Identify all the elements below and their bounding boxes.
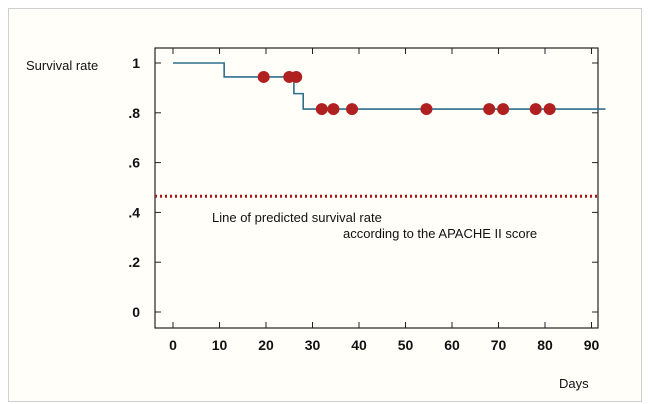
censored-marker [529,103,542,116]
x-tick-label: 20 [258,337,274,353]
x-tick-label: 80 [537,337,553,353]
censored-marker [483,103,496,116]
plot-area-border [154,47,599,329]
x-tick-label: 50 [398,337,414,353]
figure-frame [8,8,642,402]
reference-line-label-1: Line of predicted survival rate [212,210,382,225]
censored-marker [420,103,433,116]
censored-marker [327,103,340,116]
reference-line-label-2: according to the APACHE II score [343,226,537,241]
x-tick-label: 90 [584,337,600,353]
x-tick-label: 60 [444,337,460,353]
y-axis-label: Survival rate [26,58,98,73]
y-tick-label: .8 [128,105,140,121]
censored-marker [290,70,303,83]
x-tick-label: 30 [305,337,321,353]
y-tick-label: 0 [132,304,140,320]
censored-marker [497,103,510,116]
x-tick-label: 0 [169,337,177,353]
x-axis-label: Days [559,376,589,391]
censored-marker [346,103,359,116]
censored-marker [315,103,328,116]
y-tick-label: .6 [128,155,140,171]
x-tick-label: 70 [491,337,507,353]
y-tick-label: 1 [132,55,140,71]
x-tick-label: 40 [351,337,367,353]
y-tick-label: .4 [128,204,140,220]
y-tick-label: .2 [128,254,140,270]
censored-marker [257,70,270,83]
censored-marker [543,103,556,116]
x-tick-label: 10 [212,337,228,353]
survival-step-curve [173,62,606,110]
